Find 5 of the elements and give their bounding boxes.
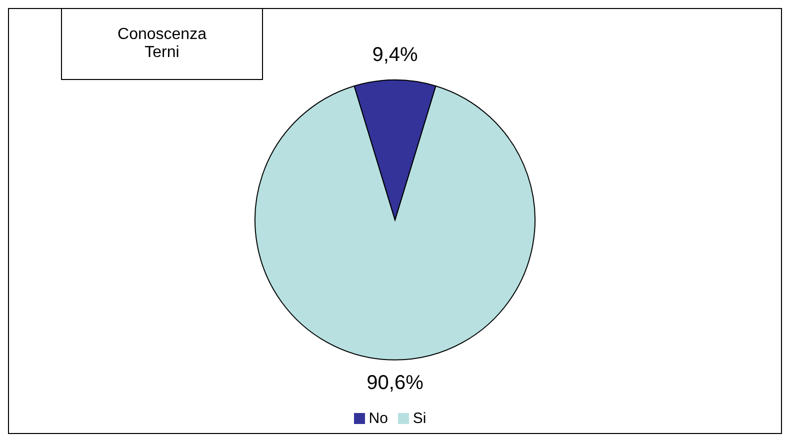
legend-label: Si [412, 410, 426, 427]
data-label: 90,6% [366, 372, 424, 394]
data-label: 9,4% [372, 44, 418, 66]
chart-title: Conoscenza Terni [118, 26, 206, 62]
legend-label: No [368, 410, 388, 427]
